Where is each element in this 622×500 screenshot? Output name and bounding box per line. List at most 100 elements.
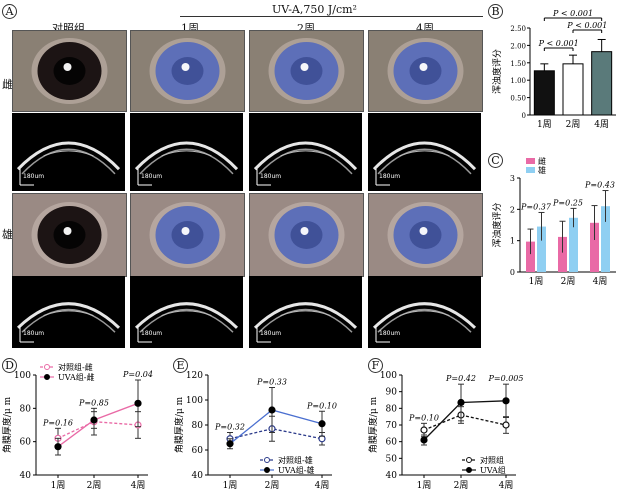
scale-bar-label: 180um	[260, 330, 282, 337]
uva-header-line	[180, 16, 483, 17]
chart-f-thickness-all: 40 50 60 70 80 90 100 角膜厚度/μ m 1周 2周 4周 P=0.10 P=0.4…	[367, 371, 524, 491]
data-point	[420, 436, 428, 444]
p-value-annotation: P=0.25	[552, 198, 583, 207]
bar	[526, 241, 535, 272]
scale-bar-label: 180um	[379, 330, 401, 337]
legend-label: UVA组-雄	[278, 465, 314, 475]
scale-bar-label: 180um	[23, 173, 45, 180]
legend-label: 对照组-雄	[278, 455, 313, 465]
eye-photo	[12, 30, 127, 112]
data-point	[502, 397, 510, 405]
series-line	[229, 428, 323, 440]
y-tick-label: 2	[510, 205, 515, 214]
bar	[591, 51, 613, 116]
x-tick-label: 2周	[561, 276, 576, 287]
bar	[537, 226, 546, 272]
panel-label-a: A	[2, 4, 17, 19]
oct-scan: 180um	[12, 113, 125, 191]
bar	[533, 70, 555, 116]
y-tick-label: 40	[20, 471, 32, 481]
legend-marker	[44, 374, 50, 380]
data-point	[54, 443, 62, 451]
eye-photo	[368, 193, 483, 277]
y-tick-label: 0	[522, 112, 526, 120]
x-tick-label: 4周	[594, 119, 609, 130]
y-tick-label: 40	[386, 471, 398, 481]
p-value-annotation: P=0.32	[214, 423, 245, 432]
row-label-male: 雄	[2, 228, 13, 241]
y-tick-label: 2.00	[510, 42, 526, 50]
x-tick-label: 1周	[529, 276, 544, 287]
y-tick-label: 120	[186, 371, 203, 381]
legend-swatch	[526, 158, 535, 164]
legend-label: 雌	[538, 156, 546, 166]
chart-b-opacity-bar: 0 0.50 1.00 1.50 2.00 2.50 浑浊度评分 1周 2周 4周 P < 0.00…	[491, 9, 616, 130]
p-value-annotation: P=0.10	[306, 401, 337, 410]
chart-d-thickness-female: 40 60 80 100 角膜厚度/μ m 1周 2周 4周 P=0.16 P=0.85 P=0.0…	[1, 362, 153, 491]
y-axis-label: 浑浊度评分	[491, 202, 503, 247]
y-tick-label: 2.50	[510, 25, 526, 33]
scale-bar-label: 180um	[260, 173, 282, 180]
eye-photo	[249, 193, 364, 277]
x-tick-label: 2周	[87, 480, 102, 491]
row-label-female: 雌	[2, 78, 13, 91]
data-point	[134, 399, 142, 407]
y-tick-label: 90	[386, 388, 398, 398]
x-tick-label: 2周	[265, 480, 280, 491]
legend-marker	[264, 467, 270, 473]
y-tick-label: 60	[192, 446, 204, 456]
scale-bar-label: 180um	[379, 173, 401, 180]
p-value-annotation: P=0.005	[488, 374, 524, 383]
panel-label-e: E	[173, 358, 188, 373]
oct-scan: 180um	[130, 113, 243, 191]
legend-marker	[466, 467, 472, 473]
y-tick-label: 1	[510, 237, 515, 246]
y-tick-label: 60	[386, 438, 398, 448]
data-point	[457, 398, 465, 407]
y-tick-label: 60	[20, 438, 32, 448]
y-axis-label: 浑浊度评分	[491, 49, 503, 94]
legend-swatch	[526, 167, 535, 173]
legend-label: UVA组	[480, 465, 506, 475]
panel-label-c: C	[488, 153, 503, 168]
p-value-annotation: P=0.42	[445, 374, 476, 383]
oct-scan: 180um	[368, 276, 481, 348]
y-axis-label: 角膜厚度/μ m	[1, 396, 13, 453]
oct-scan: 180um	[249, 276, 362, 348]
eye-photo	[368, 30, 483, 112]
y-tick-label: 1.50	[510, 60, 526, 68]
y-tick-label: 80	[192, 421, 204, 431]
eye-photo	[130, 193, 245, 277]
p-value-annotation: P=0.85	[78, 398, 109, 407]
panel-label-d: D	[2, 358, 17, 373]
legend-label: 对照组	[480, 455, 504, 465]
legend-label: UVA组-雌	[58, 372, 94, 382]
panel-label-b: B	[488, 4, 503, 19]
y-axis-label: 角膜厚度/μ m	[367, 396, 379, 453]
p-value-annotation: P=0.16	[42, 418, 73, 427]
x-tick-label: 1周	[537, 119, 552, 130]
y-tick-label: 50	[386, 454, 398, 464]
p-value-annotation: P=0.10	[408, 413, 439, 422]
legend-marker	[466, 457, 472, 463]
data-point	[502, 421, 510, 429]
chart-e-thickness-male: 40 60 80 100 120 角膜厚度/μ m 1周 2周 4周 P=0.32 P=0.33 P=…	[173, 371, 337, 491]
chart-c-opacity-sex-bar: 0 1 2 3 浑浊度评分 雌雄 1周 P=0.37 2周 P=0.25 4周 P=0.43	[491, 156, 616, 287]
p-value-annotation: P < 0.001	[566, 21, 607, 30]
eye-photo	[249, 30, 364, 112]
bar	[562, 63, 584, 116]
y-tick-label: 3	[510, 174, 515, 183]
y-tick-label: 80	[386, 404, 398, 414]
oct-scan: 180um	[368, 113, 481, 191]
p-value-annotation: P=0.04	[122, 370, 153, 379]
y-tick-label: 70	[386, 421, 398, 431]
y-tick-label: 100	[186, 396, 203, 406]
y-tick-label: 100	[380, 371, 397, 381]
scale-bar-label: 180um	[23, 330, 45, 337]
legend-marker	[44, 364, 50, 370]
bar	[601, 206, 610, 272]
y-tick-label: 0.50	[510, 95, 526, 103]
series-line	[423, 414, 507, 431]
oct-scan: 180um	[249, 113, 362, 191]
y-tick-label: 0	[510, 268, 515, 277]
